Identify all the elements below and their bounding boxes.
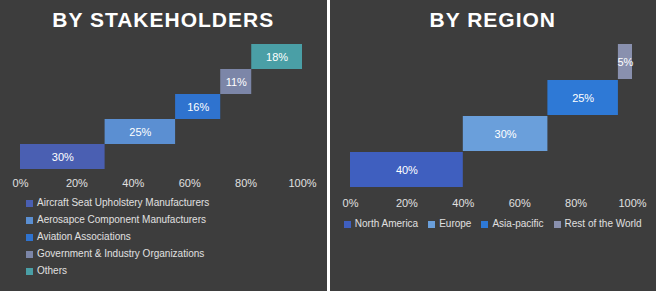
html-text:BY STAKEHOLDERS: BY STAKEHOLDERS: [52, 8, 275, 31]
svg-text:25%: 25%: [129, 126, 151, 138]
svg-text:0%: 0%: [13, 177, 29, 189]
svg-text:40%: 40%: [122, 177, 144, 189]
svg-text:30%: 30%: [52, 151, 74, 163]
svg-text:20%: 20%: [66, 177, 88, 189]
svg-text:40%: 40%: [395, 164, 417, 176]
svg-text:25%: 25%: [572, 92, 594, 104]
html-text:Europe: Europe: [439, 218, 472, 229]
svg-text:100%: 100%: [288, 177, 316, 189]
html-text:Aerosapce Component Manufactur: Aerosapce Component Manufacturers: [37, 214, 206, 225]
html-text:Government & Industry Organiza: Government & Industry Organizations: [37, 248, 205, 259]
svg-text:80%: 80%: [565, 197, 587, 209]
svg-text:5%: 5%: [617, 56, 633, 68]
svg-text:80%: 80%: [235, 177, 257, 189]
html-text:Rest of the World: Rest of the World: [564, 218, 642, 229]
html-text:BY REGION: BY REGION: [429, 8, 556, 31]
svg-text:40%: 40%: [452, 197, 474, 209]
svg-text:60%: 60%: [179, 177, 201, 189]
html-text:Others: Others: [37, 265, 67, 276]
html-text:Aviation Associations: Aviation Associations: [37, 231, 131, 242]
svg-text:100%: 100%: [618, 197, 646, 209]
svg-text:60%: 60%: [508, 197, 530, 209]
html-text:Asia-pacific: Asia-pacific: [492, 218, 544, 229]
svg-text:18%: 18%: [266, 51, 288, 63]
svg-text:16%: 16%: [187, 101, 209, 113]
html-text:Aircraft Seat Upholstery Manuf: Aircraft Seat Upholstery Manufacturers: [37, 197, 210, 208]
svg-text:0%: 0%: [342, 197, 358, 209]
svg-text:20%: 20%: [395, 197, 417, 209]
svg-text:11%: 11%: [226, 76, 247, 88]
html-text:North America: North America: [354, 218, 419, 229]
svg-text:30%: 30%: [494, 128, 516, 140]
